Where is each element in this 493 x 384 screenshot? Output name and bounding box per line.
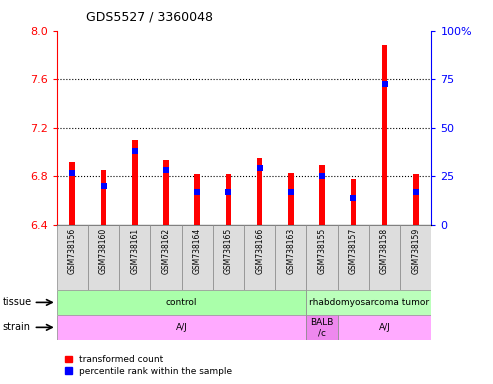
Bar bbox=[70, 162, 75, 225]
Bar bbox=[57, 225, 88, 290]
Text: GSM738164: GSM738164 bbox=[193, 228, 202, 274]
Bar bbox=[413, 174, 419, 225]
Bar bbox=[382, 45, 387, 225]
Bar bbox=[57, 290, 307, 315]
Text: A/J: A/J bbox=[176, 323, 187, 332]
Text: GSM738157: GSM738157 bbox=[349, 228, 358, 274]
Text: GSM738158: GSM738158 bbox=[380, 228, 389, 274]
Text: GSM738155: GSM738155 bbox=[317, 228, 326, 274]
Bar bbox=[288, 172, 294, 225]
Text: control: control bbox=[166, 298, 197, 307]
Text: strain: strain bbox=[2, 322, 31, 333]
Bar bbox=[400, 225, 431, 290]
Text: GDS5527 / 3360048: GDS5527 / 3360048 bbox=[86, 10, 213, 23]
Bar bbox=[244, 225, 275, 290]
Text: GSM738156: GSM738156 bbox=[68, 228, 77, 274]
Bar bbox=[275, 225, 307, 290]
Bar bbox=[88, 225, 119, 290]
Bar bbox=[338, 225, 369, 290]
Text: GSM738163: GSM738163 bbox=[286, 228, 295, 274]
Text: GSM738165: GSM738165 bbox=[224, 228, 233, 274]
Bar bbox=[338, 315, 431, 340]
Legend: transformed count, percentile rank within the sample: transformed count, percentile rank withi… bbox=[61, 352, 236, 379]
Bar bbox=[319, 165, 325, 225]
Bar bbox=[57, 315, 307, 340]
Bar bbox=[150, 225, 181, 290]
Bar bbox=[119, 225, 150, 290]
Bar bbox=[132, 140, 138, 225]
Text: A/J: A/J bbox=[379, 323, 390, 332]
Bar bbox=[307, 290, 431, 315]
Text: GSM738166: GSM738166 bbox=[255, 228, 264, 274]
Bar bbox=[213, 225, 244, 290]
Bar bbox=[351, 179, 356, 225]
Bar bbox=[181, 225, 213, 290]
Bar bbox=[163, 161, 169, 225]
Text: tissue: tissue bbox=[2, 297, 32, 308]
Bar bbox=[307, 225, 338, 290]
Text: GSM738160: GSM738160 bbox=[99, 228, 108, 274]
Bar bbox=[101, 170, 106, 225]
Bar bbox=[369, 225, 400, 290]
Text: GSM738159: GSM738159 bbox=[411, 228, 420, 274]
Bar bbox=[226, 174, 231, 225]
Bar bbox=[257, 158, 262, 225]
Bar bbox=[307, 315, 338, 340]
Text: BALB
/c: BALB /c bbox=[311, 318, 334, 337]
Text: GSM738161: GSM738161 bbox=[130, 228, 139, 274]
Bar bbox=[194, 174, 200, 225]
Text: rhabdomyosarcoma tumor: rhabdomyosarcoma tumor bbox=[309, 298, 429, 307]
Text: GSM738162: GSM738162 bbox=[162, 228, 171, 274]
